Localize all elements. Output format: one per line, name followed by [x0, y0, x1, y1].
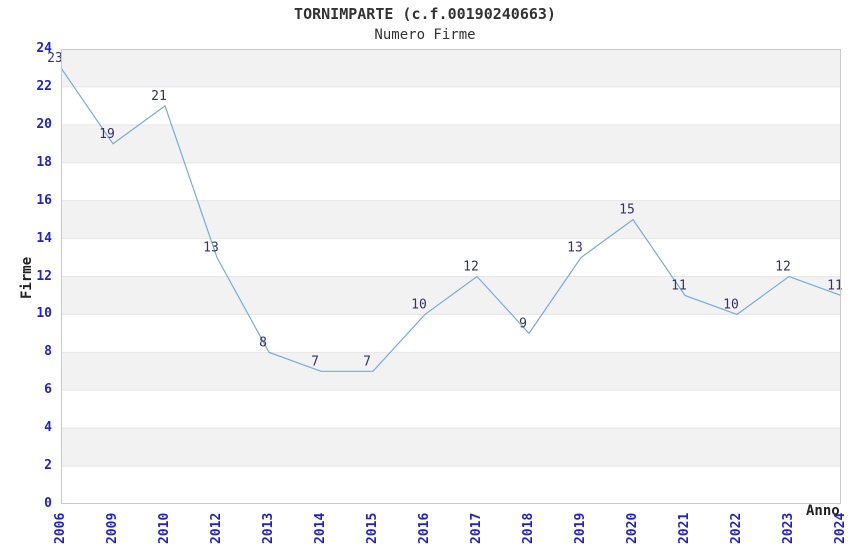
y-tick-label: 8: [44, 344, 52, 360]
y-tick-label: 12: [36, 268, 52, 284]
data-point-label: 7: [311, 354, 319, 369]
x-tick-label: 2021: [677, 512, 692, 544]
x-tick-label: 2020: [625, 512, 640, 544]
y-tick-label: 4: [44, 420, 52, 436]
chart-title: TORNIMPARTE (c.f.00190240663): [294, 5, 556, 23]
data-point-label: 7: [363, 354, 371, 369]
x-tick-label: 2014: [313, 512, 328, 544]
x-tick-label: 2012: [209, 512, 224, 544]
data-point-label: 11: [827, 278, 843, 293]
data-point-label: 21: [151, 89, 167, 104]
x-tick-label: 2009: [105, 512, 120, 544]
data-point-label: 11: [671, 278, 687, 293]
x-tick-label: 2010: [157, 512, 172, 544]
y-tick-label: 24: [36, 41, 52, 56]
x-tick-label: 2018: [521, 512, 536, 544]
data-point-label: 10: [723, 297, 739, 312]
data-line: [60, 67, 842, 372]
y-tick-label: 0: [44, 496, 52, 511]
data-point-label: 13: [203, 241, 219, 256]
y-tick-label: 10: [36, 306, 52, 322]
x-tick-label: 2022: [729, 512, 744, 544]
data-point-label: 8: [259, 335, 267, 350]
x-tick-label: 2013: [261, 512, 276, 544]
y-tick-label: 22: [36, 78, 52, 94]
y-tick-label: 16: [36, 192, 52, 208]
x-axis-title: Anno: [806, 503, 840, 519]
grid-band: [61, 124, 841, 163]
data-point-label: 9: [519, 316, 527, 331]
y-tick-label: 20: [36, 116, 52, 132]
data-point-label: 15: [619, 203, 635, 218]
data-point-label: 13: [567, 241, 583, 256]
x-tick-label: 2017: [469, 512, 484, 544]
grid-band: [61, 200, 841, 239]
y-axis-title: Firme: [19, 256, 35, 299]
plot-area: 23 19 21 13 8 7 7 10 12 9 13 15 11 10 12 11: [47, 49, 843, 467]
data-point-label: 12: [463, 260, 479, 275]
y-tick-label: 2: [44, 458, 52, 474]
grid-band: [61, 49, 841, 87]
grid-band: [61, 352, 841, 391]
data-point-label: 12: [775, 260, 791, 275]
grid-band: [61, 428, 841, 467]
chart-subtitle: Numero Firme: [374, 27, 476, 43]
data-point-label: 10: [411, 297, 427, 312]
x-tick-label: 2006: [53, 512, 68, 544]
y-tick-label: 14: [36, 230, 52, 246]
data-point-label: 23: [47, 51, 63, 66]
x-tick-label: 2015: [365, 512, 380, 544]
y-tick-label: 18: [36, 154, 52, 170]
data-point-label: 19: [99, 127, 115, 142]
x-tick-label: 2023: [781, 512, 796, 544]
x-tick-label: 2016: [417, 512, 432, 544]
x-tick-label: 2019: [573, 512, 588, 544]
y-tick-label: 6: [44, 382, 52, 398]
